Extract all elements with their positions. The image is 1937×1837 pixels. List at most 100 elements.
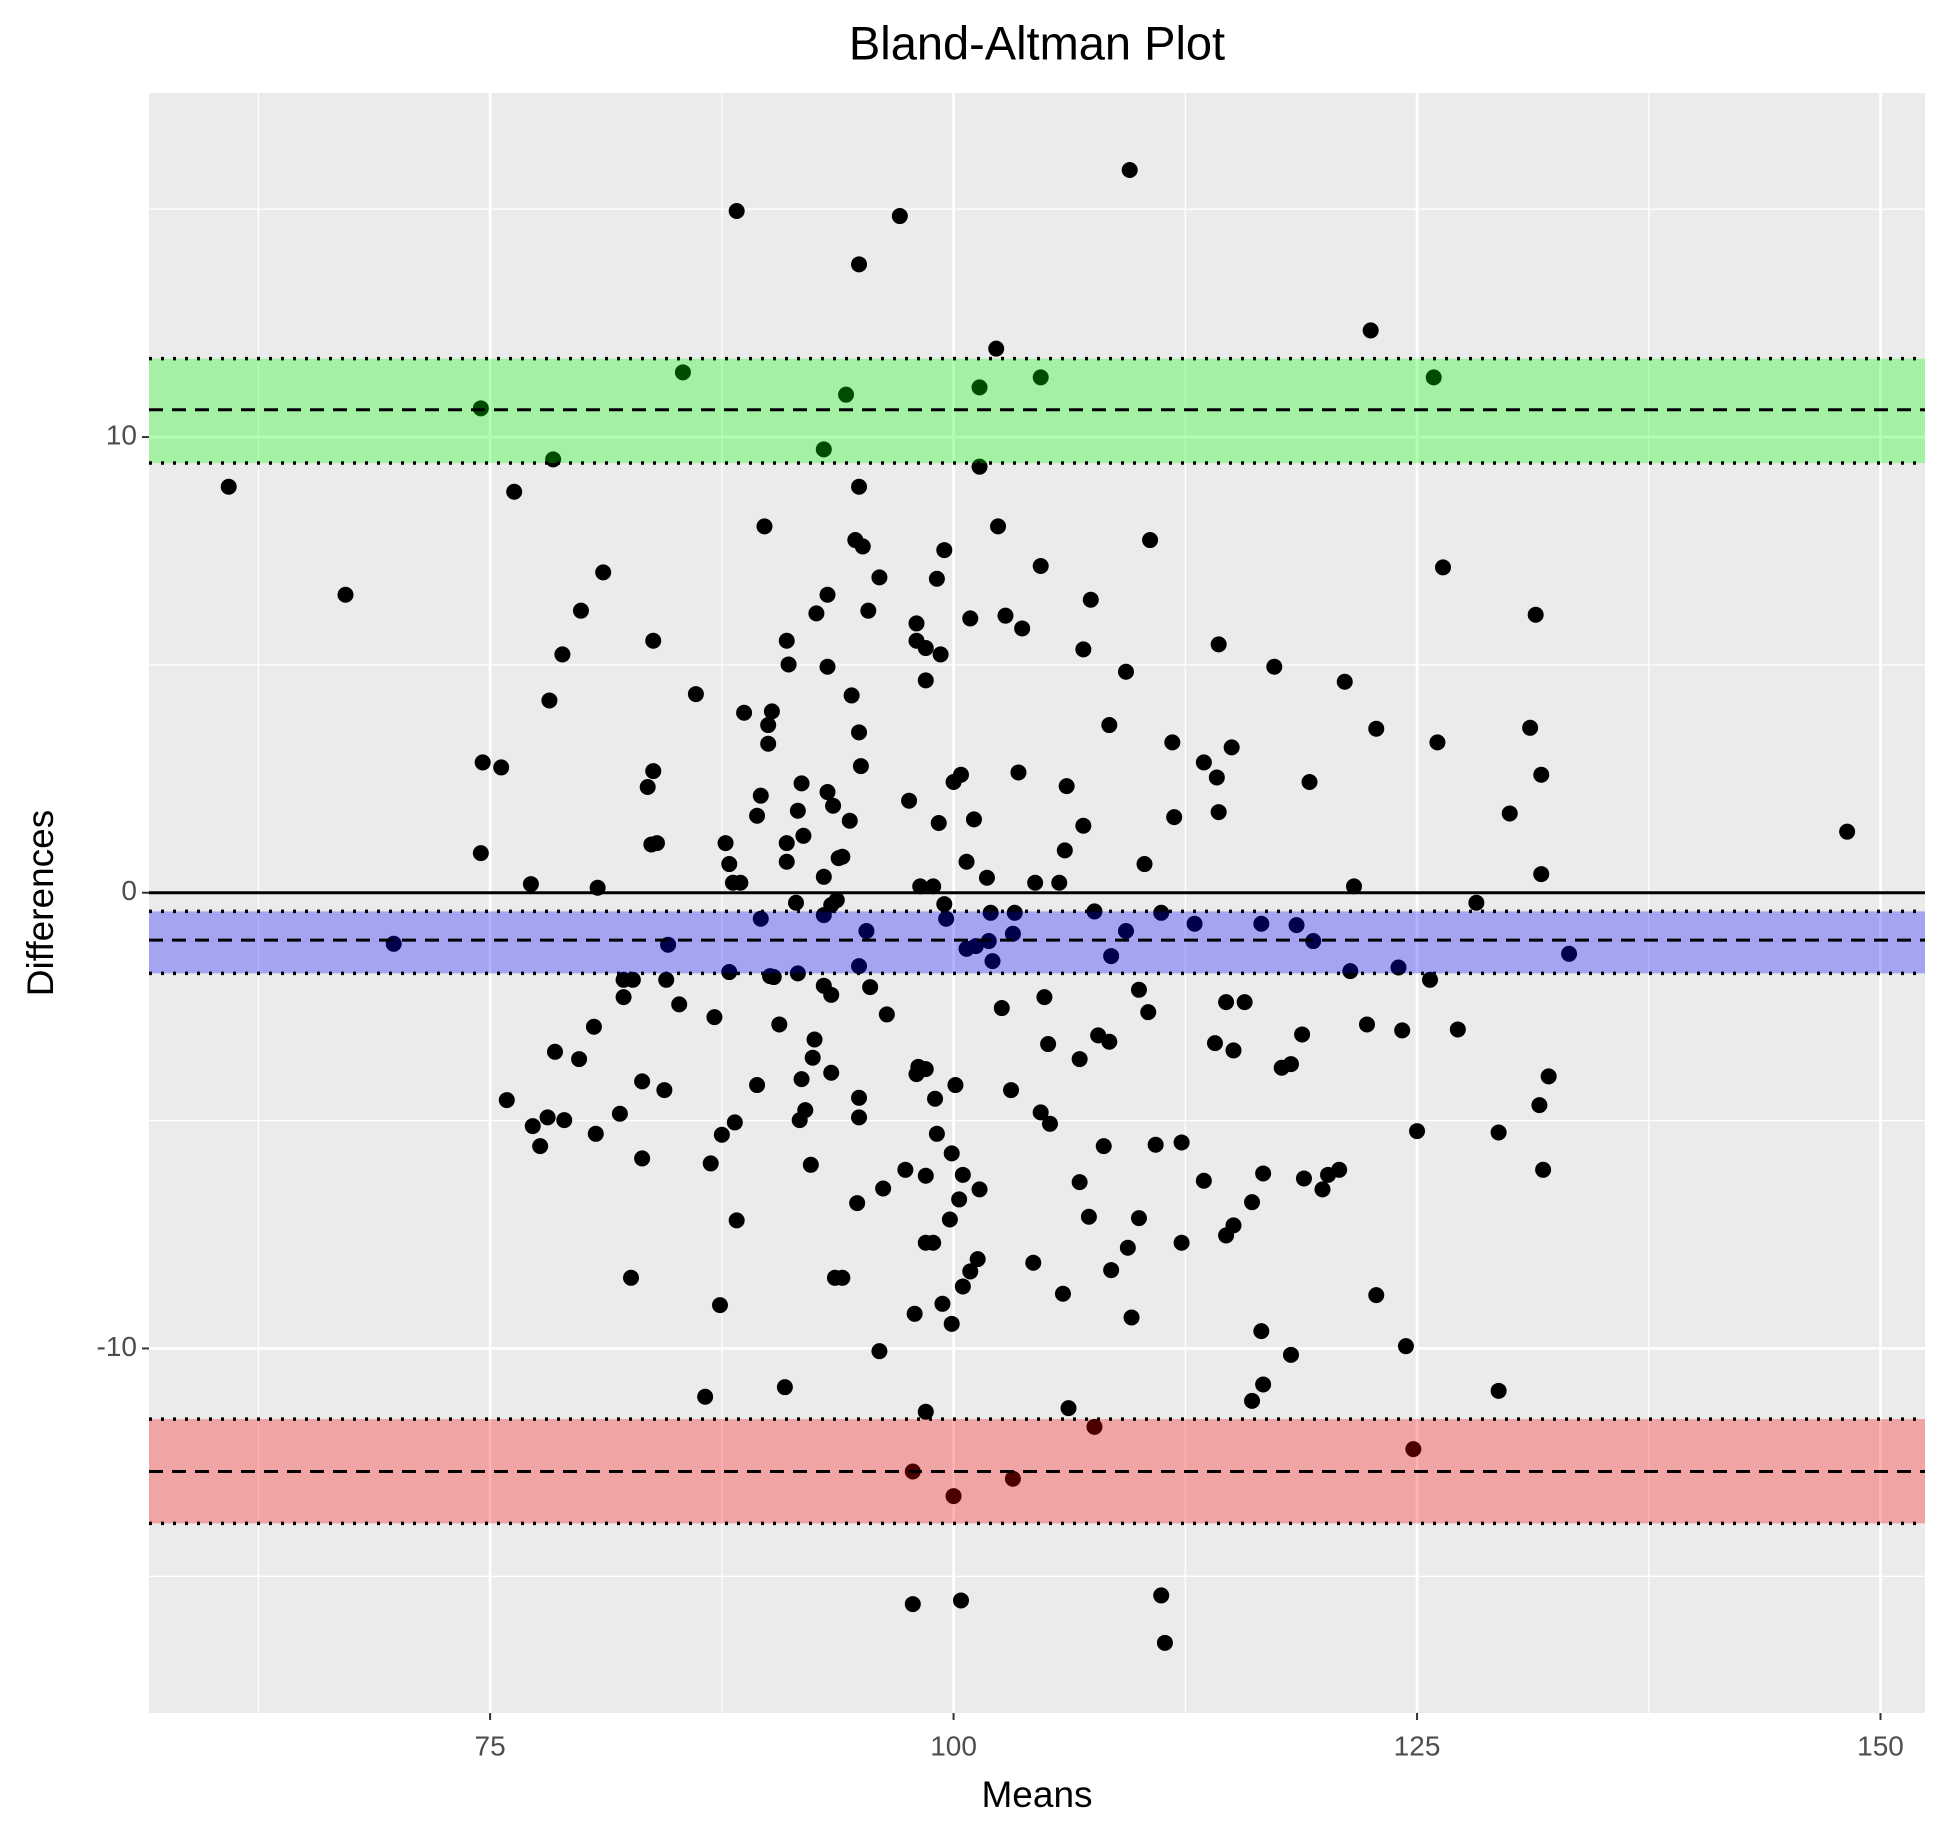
point — [1032, 558, 1049, 575]
point — [585, 1018, 602, 1035]
point — [823, 986, 840, 1003]
point — [819, 658, 836, 675]
point — [1490, 1382, 1507, 1399]
point — [802, 1156, 819, 1173]
point — [969, 1251, 986, 1268]
x-tick-label: 125 — [1394, 1730, 1441, 1761]
point — [752, 787, 769, 804]
point — [1210, 804, 1227, 821]
point — [1429, 734, 1446, 751]
point — [1320, 1166, 1337, 1183]
point — [967, 938, 984, 955]
point — [952, 1592, 969, 1609]
point — [721, 856, 738, 873]
point — [906, 1305, 923, 1322]
point — [595, 564, 612, 581]
point — [1314, 1181, 1331, 1198]
y-tick-label: -10 — [97, 1331, 137, 1362]
point — [978, 869, 995, 886]
point — [713, 1126, 730, 1143]
point — [806, 1031, 823, 1048]
point — [1468, 894, 1485, 911]
point — [1117, 663, 1134, 680]
point — [1531, 1097, 1548, 1114]
point — [1273, 1059, 1290, 1076]
point — [1244, 1392, 1261, 1409]
point — [838, 386, 855, 403]
point — [1075, 641, 1092, 658]
point — [1390, 959, 1407, 976]
point — [815, 441, 832, 458]
point — [945, 1488, 962, 1505]
point — [524, 1118, 541, 1135]
point — [674, 364, 691, 381]
point — [726, 1114, 743, 1131]
point — [997, 607, 1014, 624]
point — [1405, 1441, 1422, 1458]
point — [1060, 1400, 1077, 1417]
point — [639, 779, 656, 796]
point — [506, 483, 523, 500]
point — [917, 640, 934, 657]
point — [1540, 1068, 1557, 1085]
point — [841, 812, 858, 829]
point — [1266, 658, 1283, 675]
point — [851, 1109, 868, 1126]
point — [1295, 1170, 1312, 1187]
point — [917, 1167, 934, 1184]
point — [1101, 717, 1118, 734]
point — [1003, 1082, 1020, 1099]
point — [1156, 1634, 1173, 1651]
chart-title: Bland-Altman Plot — [849, 16, 1225, 69]
point — [1130, 1210, 1147, 1227]
point — [993, 1000, 1010, 1017]
point — [1342, 963, 1359, 980]
point — [1040, 1036, 1057, 1053]
point — [875, 1180, 892, 1197]
point — [763, 703, 780, 720]
point — [1058, 778, 1075, 795]
point — [1195, 754, 1212, 771]
point — [1208, 769, 1225, 786]
point — [1103, 1262, 1120, 1279]
point — [965, 811, 982, 828]
point — [1014, 620, 1031, 637]
point — [1490, 1124, 1507, 1141]
point — [337, 586, 354, 603]
point — [917, 672, 934, 689]
point — [1140, 1004, 1157, 1021]
point — [1166, 809, 1183, 826]
point — [934, 1295, 951, 1312]
point — [1173, 1134, 1190, 1151]
point — [778, 853, 795, 870]
point — [897, 1161, 914, 1178]
point — [671, 996, 688, 1013]
point — [958, 853, 975, 870]
point — [990, 518, 1007, 535]
point — [1358, 1016, 1375, 1033]
point — [1103, 948, 1120, 965]
point — [571, 1051, 588, 1068]
point — [1027, 874, 1044, 891]
point — [1294, 1026, 1311, 1043]
point — [539, 1109, 556, 1126]
point — [220, 478, 237, 495]
x-tick-label: 75 — [475, 1730, 506, 1761]
point — [611, 1105, 628, 1122]
point — [951, 1191, 968, 1208]
point — [1121, 162, 1138, 179]
point — [825, 797, 842, 814]
point — [962, 610, 979, 627]
point — [795, 827, 812, 844]
point — [749, 1077, 766, 1094]
point — [1095, 1138, 1112, 1155]
point — [643, 836, 660, 853]
point — [1004, 1470, 1021, 1487]
point — [871, 1343, 888, 1360]
point — [945, 774, 962, 791]
point — [936, 896, 953, 913]
point — [1368, 720, 1385, 737]
point — [938, 910, 955, 927]
point — [1195, 1172, 1212, 1189]
